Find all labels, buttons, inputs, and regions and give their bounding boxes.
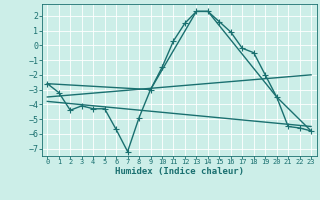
X-axis label: Humidex (Indice chaleur): Humidex (Indice chaleur) — [115, 167, 244, 176]
